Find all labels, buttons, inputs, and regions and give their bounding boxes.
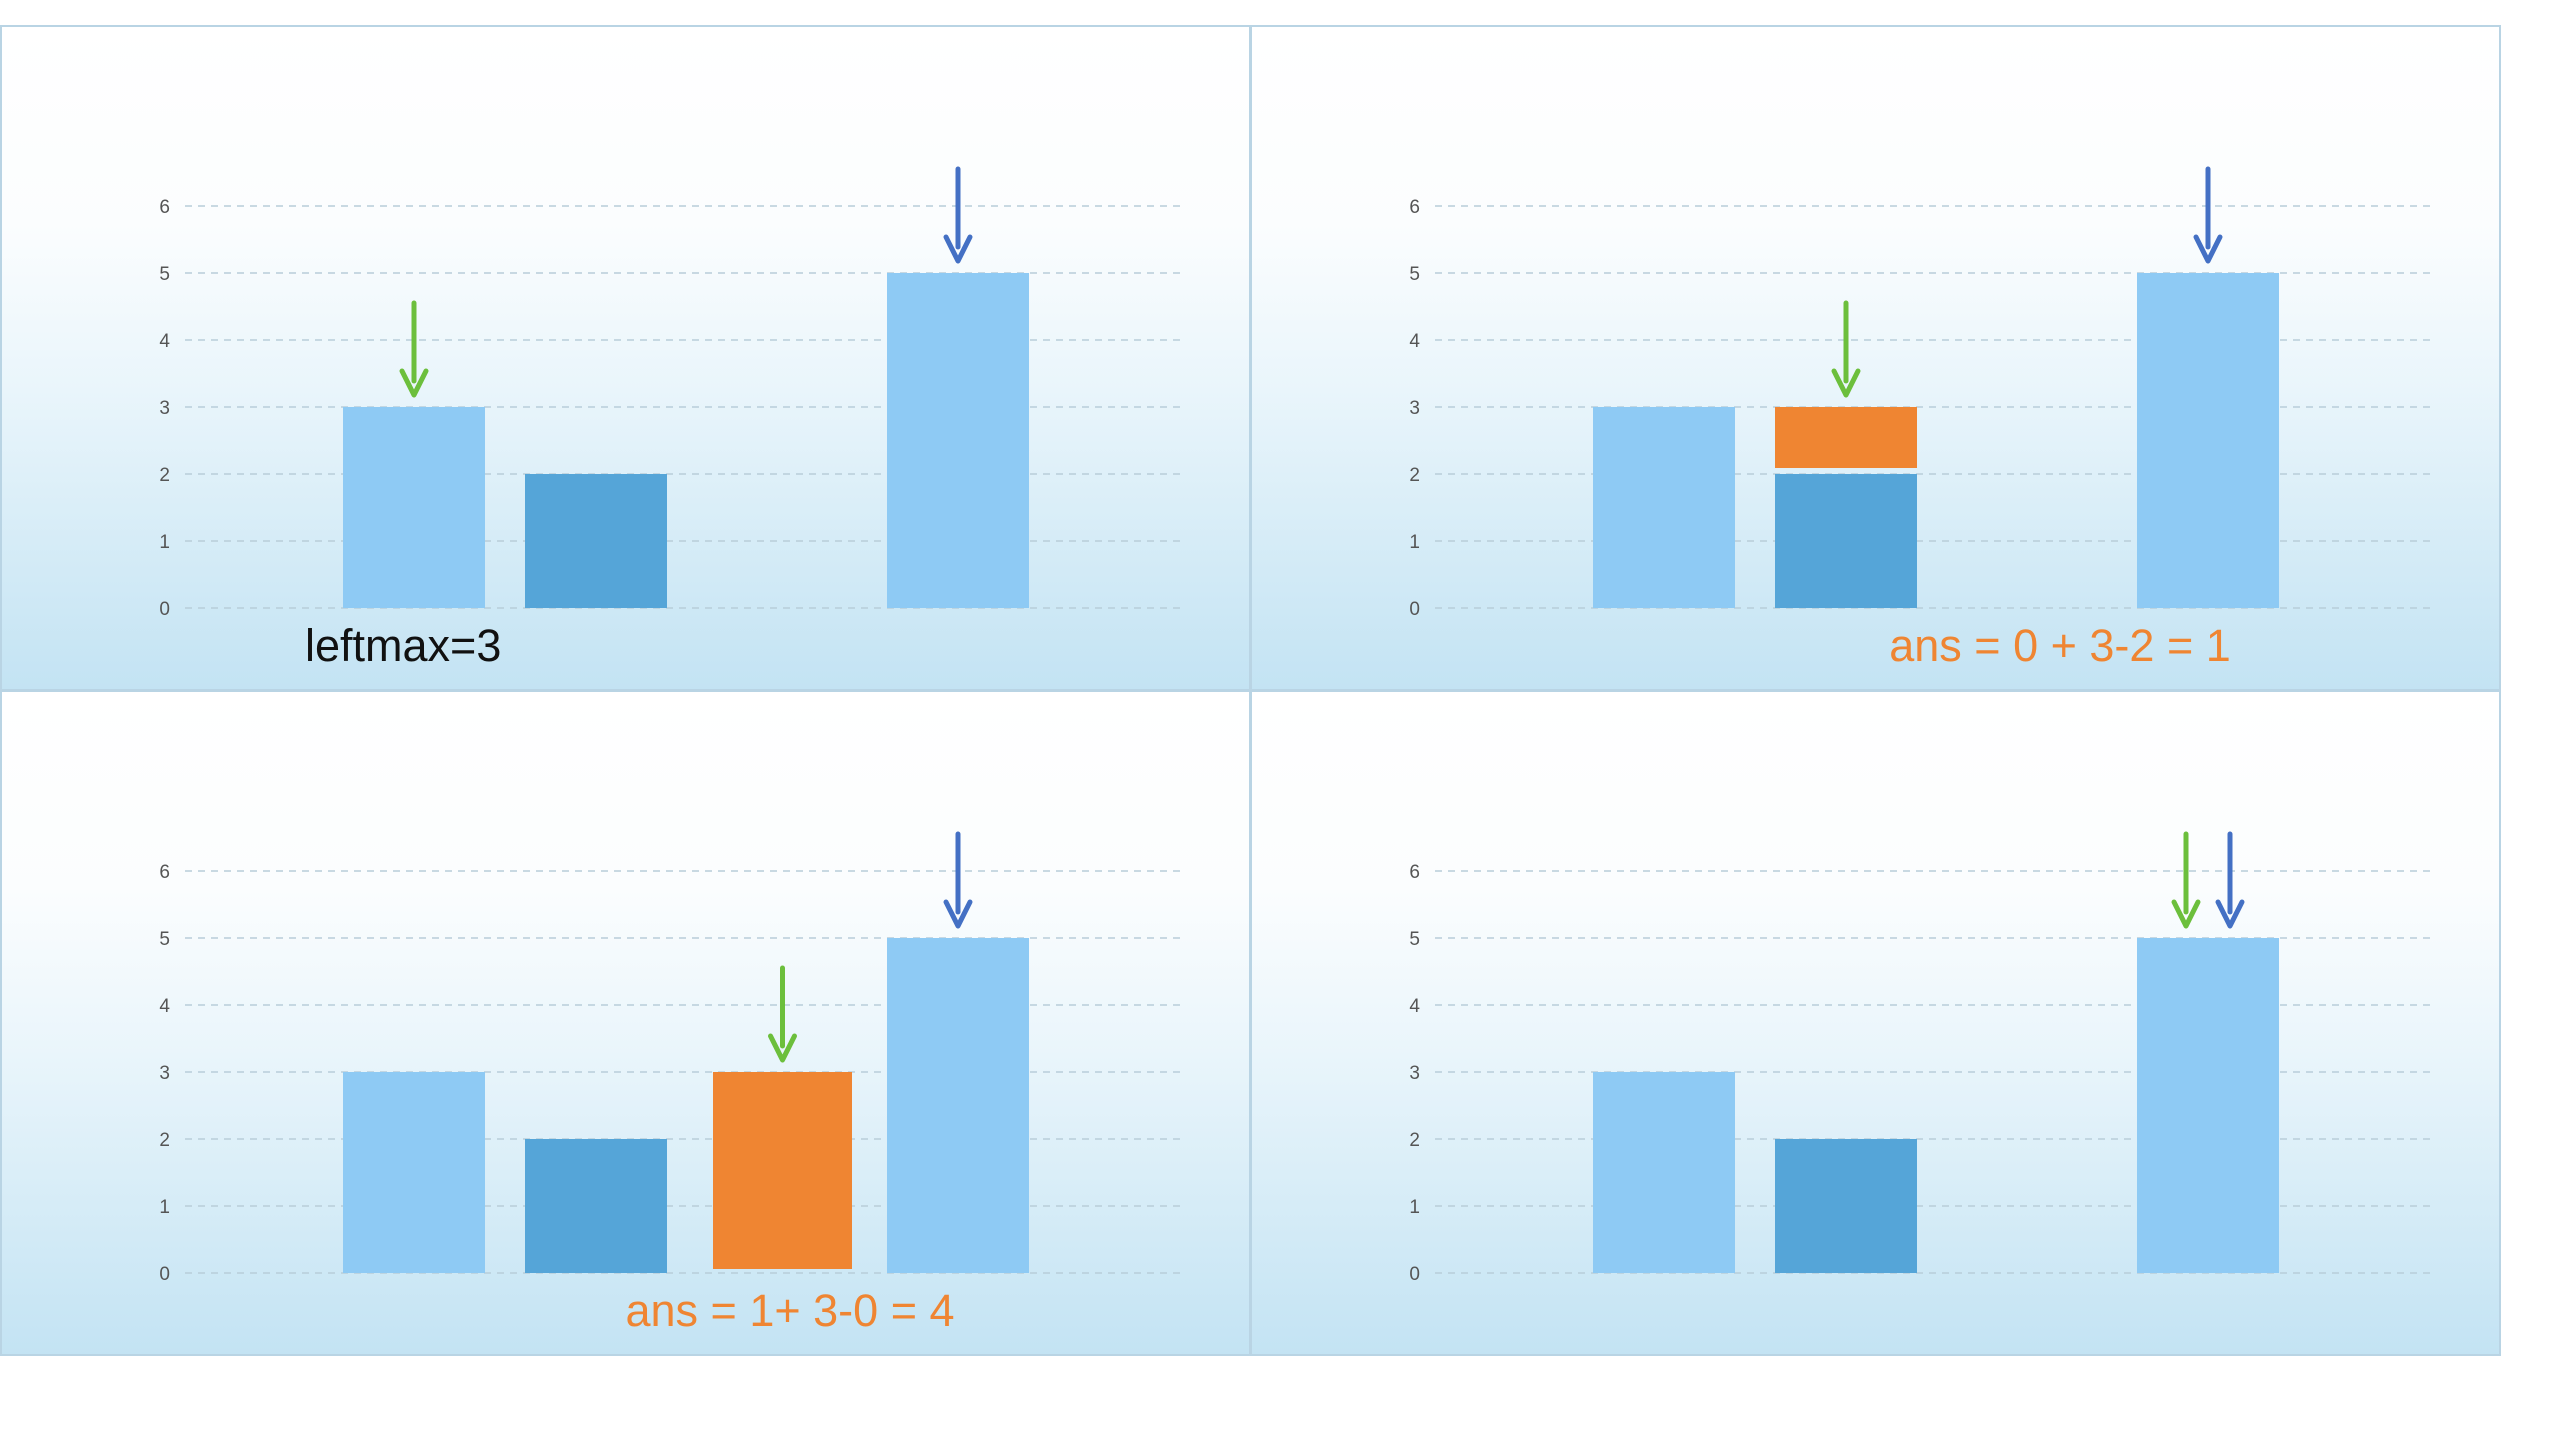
y-tick-label: 1 [1409, 532, 1420, 553]
panel-caption: ans = 1+ 3-0 = 4 [626, 1285, 955, 1336]
y-tick-label: 5 [159, 929, 170, 950]
water-bar [1775, 407, 1917, 468]
y-tick-label: 4 [1409, 996, 1420, 1017]
bar [2137, 273, 2279, 608]
y-tick-label: 6 [1409, 862, 1420, 883]
right-pointer-arrow [2193, 166, 2223, 264]
right-pointer-arrow [943, 166, 973, 264]
panel-caption: leftmax=3 [305, 620, 501, 671]
bar [1775, 1139, 1917, 1273]
y-tick-label: 2 [159, 1130, 170, 1151]
y-tick-label: 2 [1409, 1130, 1420, 1151]
bar [887, 938, 1029, 1273]
panel-bottom-right: 0 1 2 3 4 5 6 [1250, 690, 2501, 1356]
y-tick-label: 0 [159, 599, 170, 620]
y-tick-label: 1 [159, 1197, 170, 1218]
y-tick-label: 6 [1409, 197, 1420, 218]
y-tick-label: 3 [1409, 1063, 1420, 1084]
bar [1593, 407, 1735, 608]
y-tick-label: 3 [159, 1063, 170, 1084]
y-tick-label: 6 [159, 862, 170, 883]
y-tick-label: 5 [159, 264, 170, 285]
left-pointer-arrow [1831, 300, 1861, 398]
y-tick-label: 1 [1409, 1197, 1420, 1218]
y-tick-label: 4 [159, 996, 170, 1017]
left-pointer-arrow [2171, 831, 2201, 929]
bar [525, 474, 667, 608]
y-tick-label: 0 [159, 1264, 170, 1285]
y-tick-label: 2 [159, 465, 170, 486]
y-tick-label: 0 [1409, 1264, 1420, 1285]
panel-caption: ans = 0 + 3-2 = 1 [1889, 620, 2231, 671]
panel-top-left: 0 1 2 3 4 5 6 leftmax=3 [0, 25, 1251, 691]
water-bar [713, 1072, 852, 1269]
bar [1775, 474, 1917, 608]
y-tick-label: 5 [1409, 929, 1420, 950]
y-tick-label: 5 [1409, 264, 1420, 285]
bar [887, 273, 1029, 608]
right-pointer-arrow [943, 831, 973, 929]
bar [343, 1072, 485, 1273]
y-tick-label: 0 [1409, 599, 1420, 620]
y-tick-label: 3 [159, 398, 170, 419]
y-tick-label: 6 [159, 197, 170, 218]
bar [1593, 1072, 1735, 1273]
bar [525, 1139, 667, 1273]
left-pointer-arrow [399, 300, 429, 398]
y-tick-label: 4 [159, 331, 170, 352]
panel-bottom-left: 0 1 2 3 4 5 6 ans = 1+ 3-0 = 4 [0, 690, 1251, 1356]
left-pointer-arrow [768, 965, 797, 1063]
y-tick-label: 3 [1409, 398, 1420, 419]
y-tick-label: 1 [159, 532, 170, 553]
right-pointer-arrow [2215, 831, 2245, 929]
y-tick-label: 2 [1409, 465, 1420, 486]
bar [343, 407, 485, 608]
y-tick-label: 4 [1409, 331, 1420, 352]
bar [2137, 938, 2279, 1273]
panel-top-right: 0 1 2 3 4 5 6 ans = 0 + 3-2 = 1 [1250, 25, 2501, 691]
